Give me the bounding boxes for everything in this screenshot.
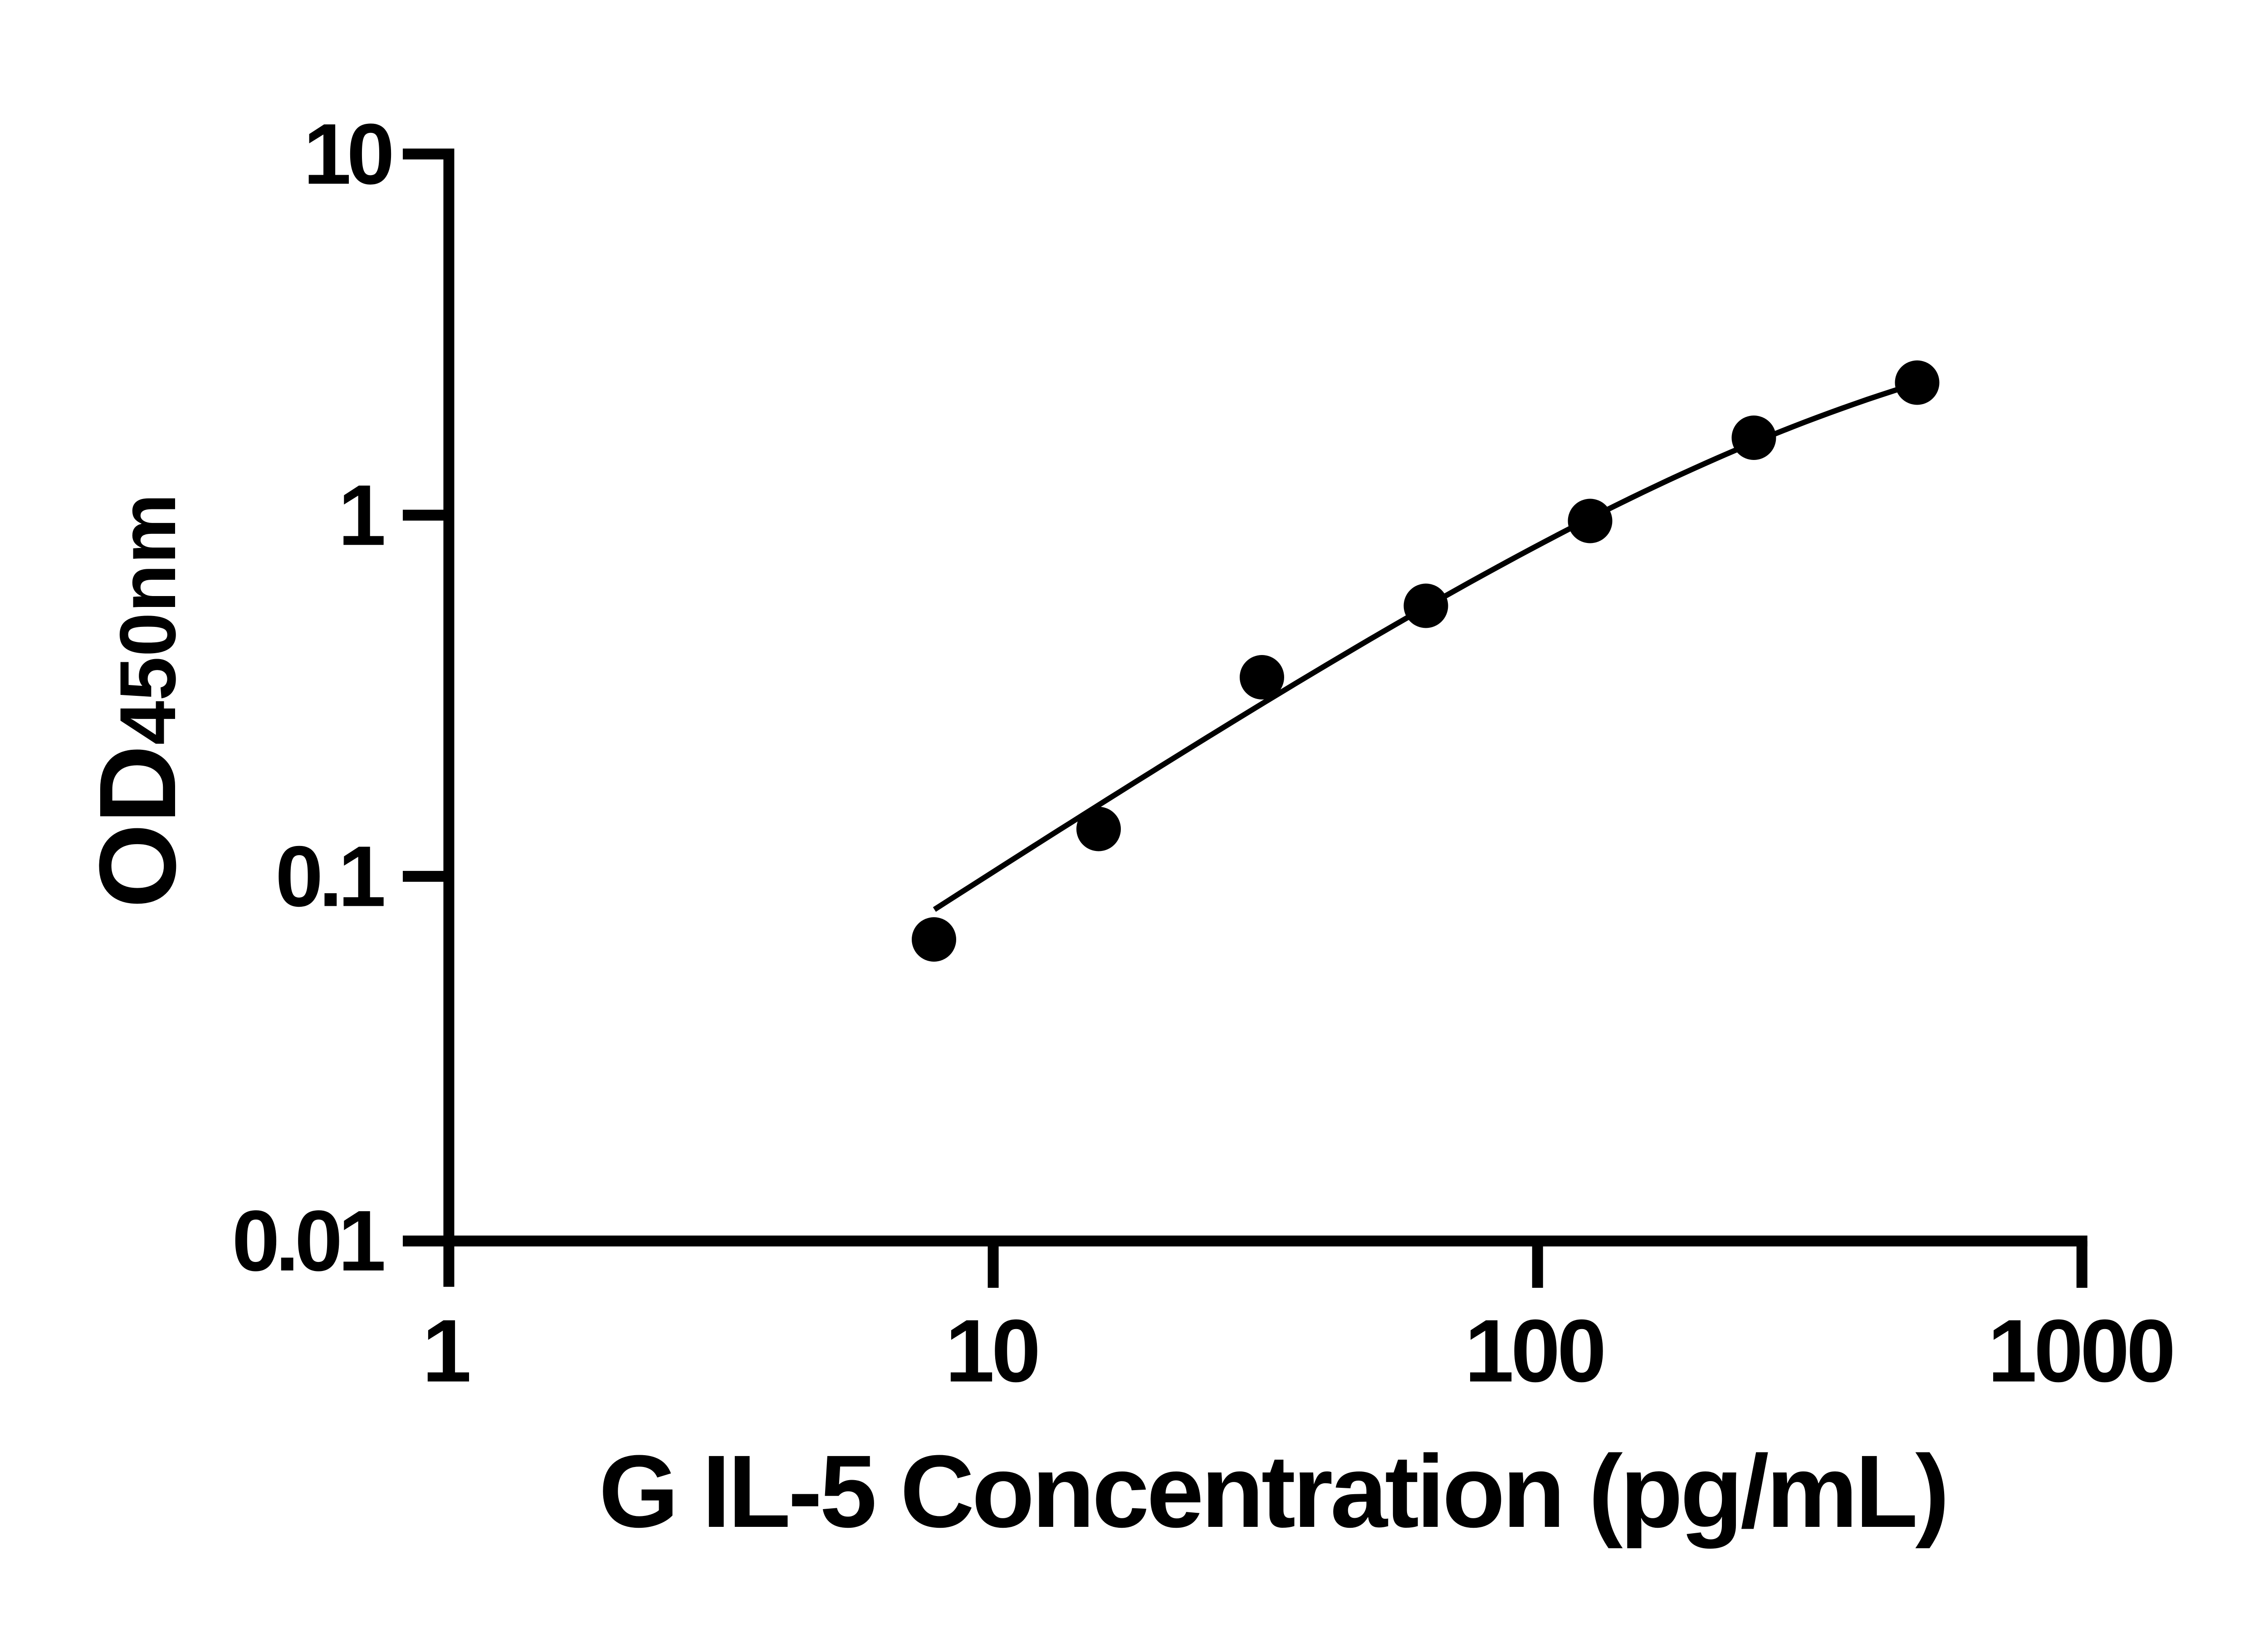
- svg-text:OD450nm: OD450nm: [77, 494, 198, 908]
- svg-text:100: 100: [1465, 1301, 1603, 1401]
- svg-text:1000: 1000: [1988, 1301, 2173, 1401]
- svg-text:10: 10: [945, 1301, 1038, 1401]
- svg-text:10: 10: [303, 106, 391, 202]
- svg-text:G IL-5 Concentration (pg/mL): G IL-5 Concentration (pg/mL): [599, 1434, 1947, 1549]
- svg-text:0.01: 0.01: [232, 1193, 384, 1289]
- svg-text:1: 1: [422, 1301, 469, 1401]
- svg-text:1: 1: [338, 467, 384, 563]
- svg-text:0.1: 0.1: [275, 828, 384, 924]
